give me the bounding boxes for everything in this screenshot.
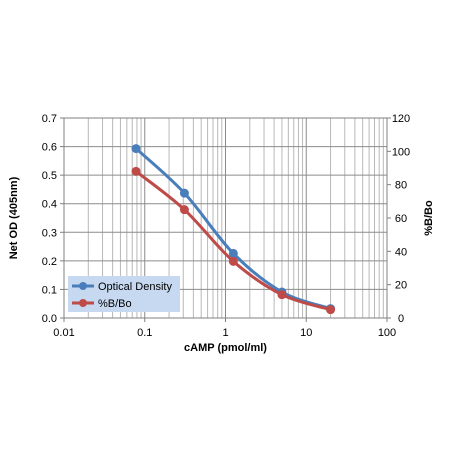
y-tick-label: 0.2 (42, 256, 57, 268)
data-point-percent-b-bo (228, 256, 238, 266)
data-point-percent-b-bo (277, 290, 287, 300)
y-tick-label: 0.1 (42, 284, 57, 296)
y2-tick-label: 0 (398, 313, 404, 325)
series-group (131, 144, 336, 315)
legend-box (68, 276, 180, 312)
x-axis-title: cAMP (pmol/ml) (184, 342, 267, 354)
legend-marker-optical-density (79, 282, 87, 290)
y2-tick-label: 40 (395, 246, 407, 258)
y-tick-label: 0.0 (42, 313, 57, 325)
x-axis: 0.01 0.1 1 10 100 (53, 318, 396, 339)
y-tick-label: 0.3 (42, 227, 57, 239)
legend-label-percent-b-bo: %B/Bo (98, 298, 132, 310)
y-axis-left: 0.0 0.1 0.2 0.3 0.4 0.5 0.6 0.7 (42, 113, 64, 325)
data-point-optical-density (228, 248, 238, 258)
y2-tick-label: 20 (395, 280, 407, 292)
legend-marker-percent-b-bo (79, 299, 87, 307)
data-point-percent-b-bo (131, 166, 141, 176)
y2-tick-label: 60 (395, 213, 407, 225)
x-tick-label: 0.1 (137, 327, 152, 339)
x-tick-label: 0.01 (53, 327, 74, 339)
y-tick-label: 0.7 (42, 113, 57, 125)
y2-axis-title: %B/Bo (423, 200, 435, 236)
data-point-percent-b-bo (179, 205, 189, 215)
y-tick-label: 0.4 (42, 199, 57, 211)
data-point-percent-b-bo (326, 305, 336, 315)
y-tick-label: 0.5 (42, 170, 57, 182)
legend-label-optical-density: Optical Density (98, 281, 172, 293)
y-axis-title: Net OD (405nm) (8, 176, 20, 259)
y2-tick-label: 120 (392, 113, 410, 125)
y-tick-label: 0.6 (42, 142, 57, 154)
grid (64, 117, 387, 319)
x-tick-label: 1 (222, 327, 228, 339)
data-point-optical-density (131, 144, 141, 154)
x-tick-label: 10 (300, 327, 312, 339)
y2-tick-label: 80 (395, 180, 407, 192)
legend: Optical Density %B/Bo (68, 276, 180, 312)
y2-tick-label: 100 (392, 146, 410, 158)
data-point-optical-density (179, 188, 189, 198)
x-tick-label: 100 (378, 327, 396, 339)
y-axis-right: 0 20 40 60 80 100 120 (387, 113, 410, 325)
